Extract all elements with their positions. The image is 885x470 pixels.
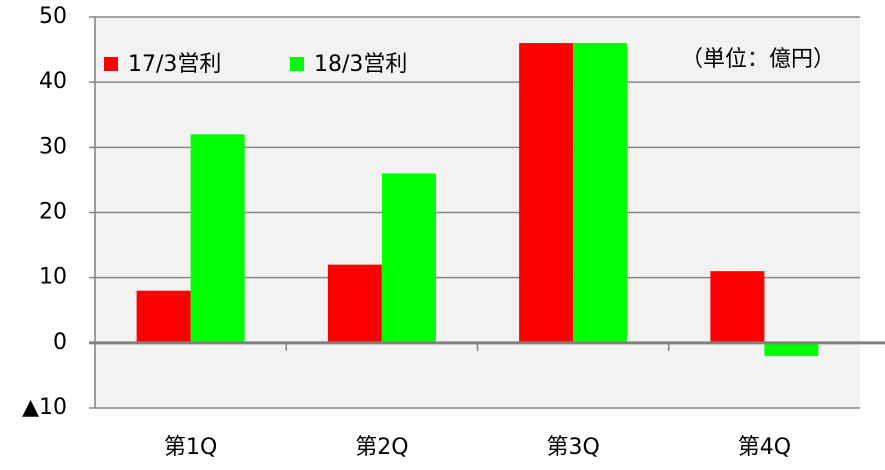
y-tick-label: 50 bbox=[39, 4, 67, 29]
y-tick-label: 40 bbox=[39, 69, 67, 94]
bar bbox=[519, 43, 574, 343]
legend-swatch bbox=[104, 57, 118, 71]
x-tick-label: 第1Q bbox=[164, 435, 217, 460]
bar bbox=[327, 264, 382, 343]
bar bbox=[136, 290, 191, 343]
bar bbox=[764, 342, 819, 356]
legend-label: 17/3営利 bbox=[128, 52, 221, 77]
x-tick-label: 第3Q bbox=[546, 435, 599, 460]
unit-annotation: （単位：億円） bbox=[681, 47, 835, 72]
y-tick-label: 10 bbox=[39, 265, 67, 290]
legend-label: 18/3営利 bbox=[314, 52, 407, 77]
y-tick-label: 30 bbox=[39, 134, 67, 159]
y-tick-label: ▲10 bbox=[22, 395, 67, 420]
bar bbox=[381, 173, 436, 343]
bar bbox=[190, 134, 245, 343]
bar bbox=[710, 271, 765, 343]
y-tick-label: 20 bbox=[39, 200, 67, 225]
bar bbox=[573, 43, 628, 343]
legend-swatch bbox=[290, 57, 304, 71]
y-tick-label: 0 bbox=[53, 330, 67, 355]
x-tick-label: 第2Q bbox=[355, 435, 408, 460]
x-tick-label: 第4Q bbox=[738, 435, 791, 460]
